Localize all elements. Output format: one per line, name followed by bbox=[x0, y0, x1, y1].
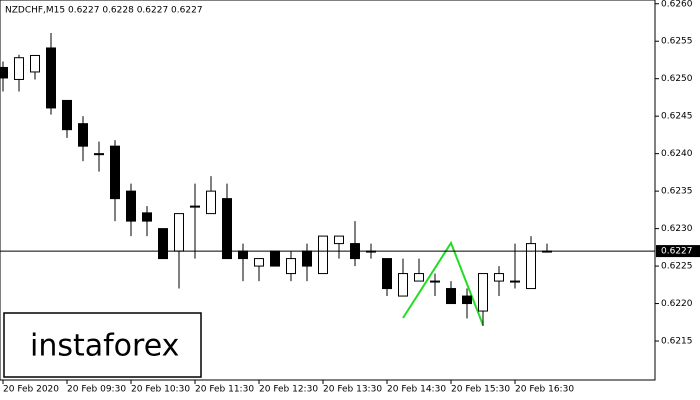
x-tick-label: 20 Feb 2020 bbox=[3, 385, 59, 395]
candle-body bbox=[430, 280, 440, 283]
logo-box bbox=[3, 312, 202, 378]
y-tick-label: 0.6225 bbox=[661, 262, 693, 272]
x-tick-label: 20 Feb 09:30 bbox=[67, 385, 126, 395]
y-tick-label: 0.6240 bbox=[661, 149, 693, 159]
y-tick-label: 0.6245 bbox=[661, 112, 693, 122]
candle-body bbox=[254, 258, 264, 267]
candle-body bbox=[62, 99, 72, 131]
candle-body bbox=[110, 145, 120, 200]
logo: instaforex bbox=[30, 329, 179, 364]
pattern-line bbox=[402, 240, 484, 326]
x-tick-label: 20 Feb 14:30 bbox=[387, 385, 446, 395]
candle-body bbox=[526, 243, 536, 290]
y-tick-label: 0.6260 bbox=[661, 0, 693, 9]
candle-body bbox=[238, 250, 248, 260]
candle-body bbox=[222, 198, 232, 260]
candle-body bbox=[446, 288, 456, 305]
candle-body bbox=[30, 54, 40, 73]
last-price-label: 0.6227 bbox=[661, 247, 693, 257]
candle-body bbox=[94, 153, 104, 156]
candle-body bbox=[414, 273, 424, 282]
y-tick-label: 0.6220 bbox=[661, 299, 693, 309]
y-tick-label: 0.6255 bbox=[661, 37, 693, 47]
y-tick-label: 0.6235 bbox=[661, 187, 693, 197]
y-tick-label: 0.6230 bbox=[661, 224, 693, 234]
x-tick-label: 20 Feb 12:30 bbox=[259, 385, 318, 395]
candle-body bbox=[398, 273, 408, 297]
candle-body bbox=[318, 235, 328, 275]
candle-body bbox=[478, 273, 488, 312]
x-tick-label: 20 Feb 13:30 bbox=[323, 385, 382, 395]
candle-body bbox=[206, 190, 216, 215]
candle-body bbox=[14, 57, 24, 80]
y-tick-label: 0.6215 bbox=[661, 337, 693, 347]
candle-body bbox=[382, 258, 392, 290]
candle-body bbox=[494, 273, 504, 282]
candle-body bbox=[190, 205, 200, 208]
candle-body bbox=[0, 66, 8, 79]
chart-title: NZDCHF,M15 0.6227 0.6228 0.6227 0.6227 bbox=[5, 6, 203, 16]
candle-body bbox=[126, 190, 136, 222]
candle-body bbox=[510, 280, 520, 283]
candle-body bbox=[78, 123, 88, 147]
candle-body bbox=[286, 258, 296, 275]
x-tick-label: 20 Feb 11:30 bbox=[195, 385, 254, 395]
x-tick-label: 20 Feb 16:30 bbox=[515, 385, 574, 395]
candle-body bbox=[270, 250, 280, 267]
candle-body bbox=[46, 47, 56, 109]
candle-body bbox=[302, 250, 312, 267]
candle-body bbox=[174, 213, 184, 252]
x-tick-label: 20 Feb 10:30 bbox=[131, 385, 190, 395]
candle-body bbox=[142, 212, 152, 222]
x-tick-label: 20 Feb 15:30 bbox=[451, 385, 510, 395]
y-tick-label: 0.6250 bbox=[661, 74, 693, 84]
candle-body bbox=[158, 228, 168, 260]
candle-body bbox=[334, 235, 344, 245]
candle-body bbox=[462, 295, 472, 305]
last-price-box bbox=[656, 245, 700, 258]
